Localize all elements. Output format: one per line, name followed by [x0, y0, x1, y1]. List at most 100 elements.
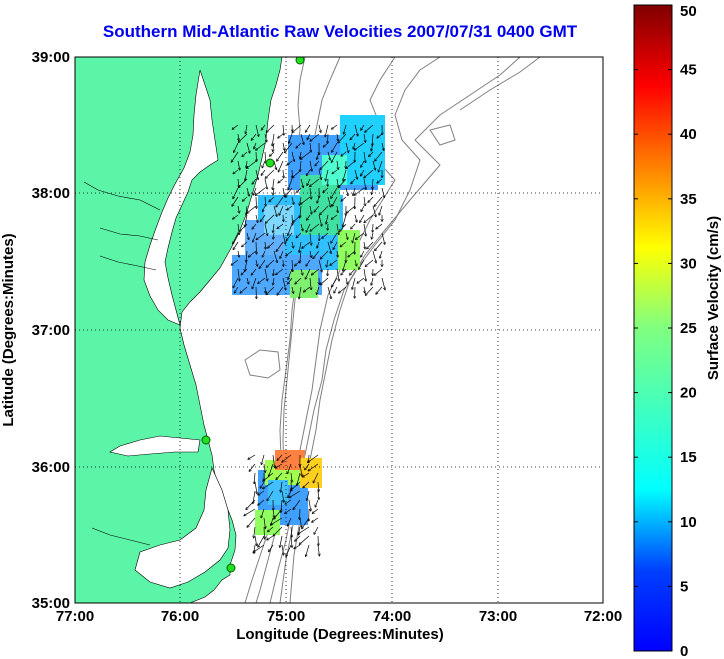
velocity-arrow: [242, 151, 248, 156]
velocity-arrow: [359, 259, 365, 269]
velocity-arrow: [260, 481, 265, 488]
velocity-arrow: [318, 481, 319, 491]
velocity-arrow: [331, 151, 338, 162]
velocity-arrow: [372, 250, 376, 263]
velocity-arrow: [231, 151, 239, 162]
velocity-arrow: [371, 277, 374, 285]
velocity-arrow: [262, 160, 266, 168]
velocity-arrow: [357, 277, 365, 283]
velocity-arrow: [279, 205, 284, 215]
velocity-arrow: [240, 286, 248, 293]
velocity-arrow: [307, 214, 311, 220]
x-tick: 76:00: [161, 608, 199, 625]
velocity-arrow: [317, 241, 320, 248]
velocity-arrow: [258, 499, 265, 505]
velocity-arrow: [282, 454, 292, 462]
velocity-arrow: [273, 187, 274, 195]
velocity-arrow: [276, 268, 284, 275]
velocity-arrow: [259, 259, 266, 268]
velocity-arrow: [291, 196, 294, 204]
graticule: [75, 57, 603, 603]
velocity-arrow: [243, 196, 248, 201]
velocity-arrow: [275, 463, 283, 468]
velocity-arrow: [271, 517, 283, 525]
velocity-arrow: [265, 241, 266, 249]
velocity-arrow: [288, 517, 292, 526]
velocity-arrow: [300, 133, 304, 144]
velocity-arrow: [291, 535, 292, 547]
radar-site-marker: [201, 435, 211, 445]
velocity-arrow: [306, 124, 311, 132]
velocity-arrow: [267, 535, 274, 540]
velocity-arrow: [377, 178, 383, 183]
velocity-arrow: [281, 481, 283, 492]
velocity-arrow: [365, 124, 374, 132]
velocity-arrow: [348, 250, 356, 257]
velocity-arrow: [314, 526, 319, 534]
velocity-arrow: [322, 232, 329, 238]
velocity-arrow: [352, 277, 356, 289]
velocity-arrow: [273, 268, 274, 276]
velocity-arrow: [277, 286, 284, 295]
velocity-arrow: [307, 133, 311, 139]
velocity-arrow: [318, 259, 322, 272]
velocity-arrow: [351, 178, 356, 184]
velocity-arrow: [238, 205, 239, 213]
velocity-arrow: [334, 286, 338, 293]
velocity-arrow: [376, 286, 383, 294]
velocity-arrow: [371, 142, 374, 151]
velocity-arrow: [296, 142, 302, 148]
velocity-arrow: [354, 124, 358, 136]
colorbar-tick-label: 45: [680, 62, 697, 79]
velocity-arrow: [277, 454, 283, 460]
velocity-arrow: [268, 241, 275, 248]
velocity-arrow: [343, 259, 347, 271]
colorbar-tick-label: 40: [680, 126, 697, 143]
velocity-arrow: [281, 544, 284, 555]
velocity-arrow: [363, 178, 366, 189]
velocity-arrow: [246, 250, 247, 262]
velocity-arrow: [293, 499, 301, 509]
velocity-arrow: [280, 535, 283, 547]
velocity-arrow: [300, 160, 301, 171]
velocity-arrow: [375, 241, 383, 251]
velocity-arrow: [233, 241, 239, 249]
velocity-arrow: [288, 277, 293, 284]
velocity-arrow: [292, 286, 293, 293]
velocity-arrow: [327, 286, 331, 299]
velocity-arrow: [337, 160, 338, 169]
velocity-arrow: [286, 250, 293, 256]
y-axis-ticks: 39:00 38:00 37:00 36:00 35:00: [32, 49, 70, 612]
velocity-arrow: [372, 205, 376, 217]
velocity-arrow: [323, 142, 329, 147]
velocity-arrow: [248, 454, 256, 459]
velocity-arrow: [276, 241, 284, 251]
velocity-arrow: [283, 124, 284, 135]
velocity-arrow: [336, 223, 339, 235]
velocity-arrow: [309, 205, 312, 214]
velocity-arrow: [354, 214, 357, 222]
velocity-arrow: [372, 178, 373, 189]
velocity-arrow: [361, 169, 365, 176]
velocity-arrow: [363, 268, 366, 281]
velocity-arrow: [263, 517, 265, 528]
velocity-arrow: [246, 187, 249, 196]
velocity-arrow: [264, 223, 267, 235]
y-tick: 39:00: [32, 49, 70, 66]
velocity-arrow: [272, 133, 275, 146]
velocity-arrow: [374, 268, 383, 275]
velocity-arrow: [273, 142, 274, 151]
velocity-arrow: [256, 196, 257, 208]
velocity-arrow: [234, 286, 239, 293]
velocity-arrow: [290, 481, 301, 491]
velocity-arrow: [327, 259, 329, 267]
velocity-arrow: [238, 133, 239, 140]
velocity-arrow: [273, 223, 274, 232]
velocity-arrow: [278, 133, 284, 138]
velocity-arrow: [238, 250, 239, 257]
velocity-arrow: [256, 259, 257, 266]
velocity-arrow: [354, 169, 357, 179]
velocity-arrow: [363, 223, 366, 236]
velocity-arrow: [307, 490, 310, 500]
colorbar-tick-label: 20: [680, 385, 697, 402]
